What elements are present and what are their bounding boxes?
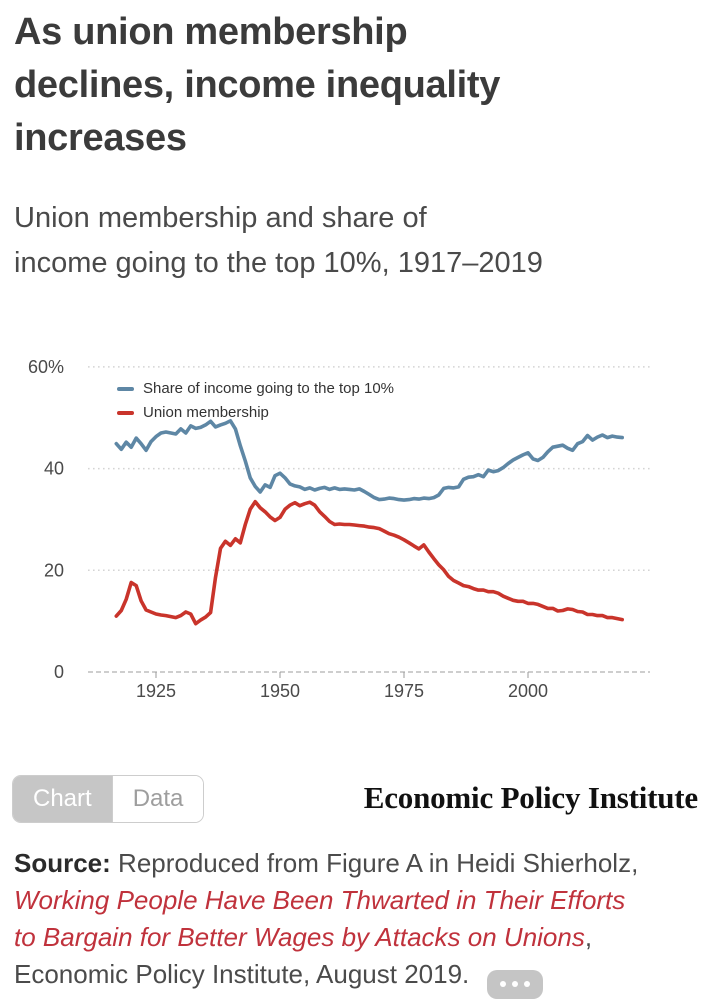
subtitle-line: Union membership and share of — [14, 202, 427, 234]
chart-subtitle: Union membership and share of income goi… — [14, 196, 704, 286]
chart-canvas: 60% 40 20 0 1925 1950 1975 2000 — [28, 357, 650, 701]
legend-item-top10-share[interactable]: Share of income going to the top 10% — [117, 380, 394, 397]
view-toggle: Chart Data — [12, 775, 205, 823]
tab-chart[interactable]: Chart — [13, 776, 112, 822]
chart-legend: Share of income going to the top 10% Uni… — [117, 380, 394, 428]
series-line — [114, 499, 625, 626]
legend-label: Union membership — [143, 404, 269, 421]
x-axis-tick-label: 2000 — [508, 681, 548, 701]
source-report-link[interactable]: to Bargain for Better Wages by Attacks o… — [14, 922, 585, 952]
ellipsis-icon — [499, 981, 530, 987]
y-axis-tick-label: 60% — [28, 357, 64, 377]
legend-line-icon — [117, 410, 134, 415]
title-line: declines, income inequality — [14, 64, 501, 106]
source-line: Working People Have Been Thwarted in The… — [14, 882, 716, 919]
source-text: , — [584, 922, 593, 952]
y-axis-tick-label: 20 — [44, 560, 64, 580]
source-text: Economic Policy Institute, August 2019. — [14, 959, 470, 989]
y-axis-tick-label: 0 — [54, 662, 64, 682]
source-line: to Bargain for Better Wages by Attacks o… — [14, 919, 716, 956]
source-line: Source: Reproduced from Figure A in Heid… — [14, 845, 716, 882]
chart-area: 60% 40 20 0 1925 1950 1975 2000 Share of income… — [0, 337, 720, 702]
source-note: Source: Reproduced from Figure A in Heid… — [14, 845, 716, 999]
y-axis-tick-label: 40 — [44, 459, 64, 479]
page-title: As union membership declines, income ine… — [14, 6, 704, 165]
legend-item-union-membership[interactable]: Union membership — [117, 404, 394, 421]
legend-label: Share of income going to the top 10% — [143, 380, 395, 397]
source-label: Source: — [14, 848, 111, 878]
title-line: As union membership — [14, 11, 408, 53]
source-text: Reproduced from Figure A in Heidi Shierh… — [110, 848, 639, 878]
source-line: Economic Policy Institute, August 2019. — [14, 956, 716, 999]
epi-logo: Economic Policy Institute — [363, 780, 698, 815]
title-line: increases — [14, 117, 187, 159]
subtitle-line: income going to the top 10%, 1917–2019 — [14, 247, 543, 279]
series-line — [114, 419, 625, 502]
source-report-link[interactable]: Working People Have Been Thwarted in The… — [14, 885, 626, 915]
x-axis-tick-label: 1975 — [384, 681, 424, 701]
x-axis-tick-label: 1925 — [136, 681, 176, 701]
tab-data[interactable]: Data — [111, 776, 204, 822]
more-options-button[interactable] — [486, 969, 543, 999]
legend-line-icon — [117, 386, 134, 391]
x-axis-tick-label: 1950 — [260, 681, 300, 701]
